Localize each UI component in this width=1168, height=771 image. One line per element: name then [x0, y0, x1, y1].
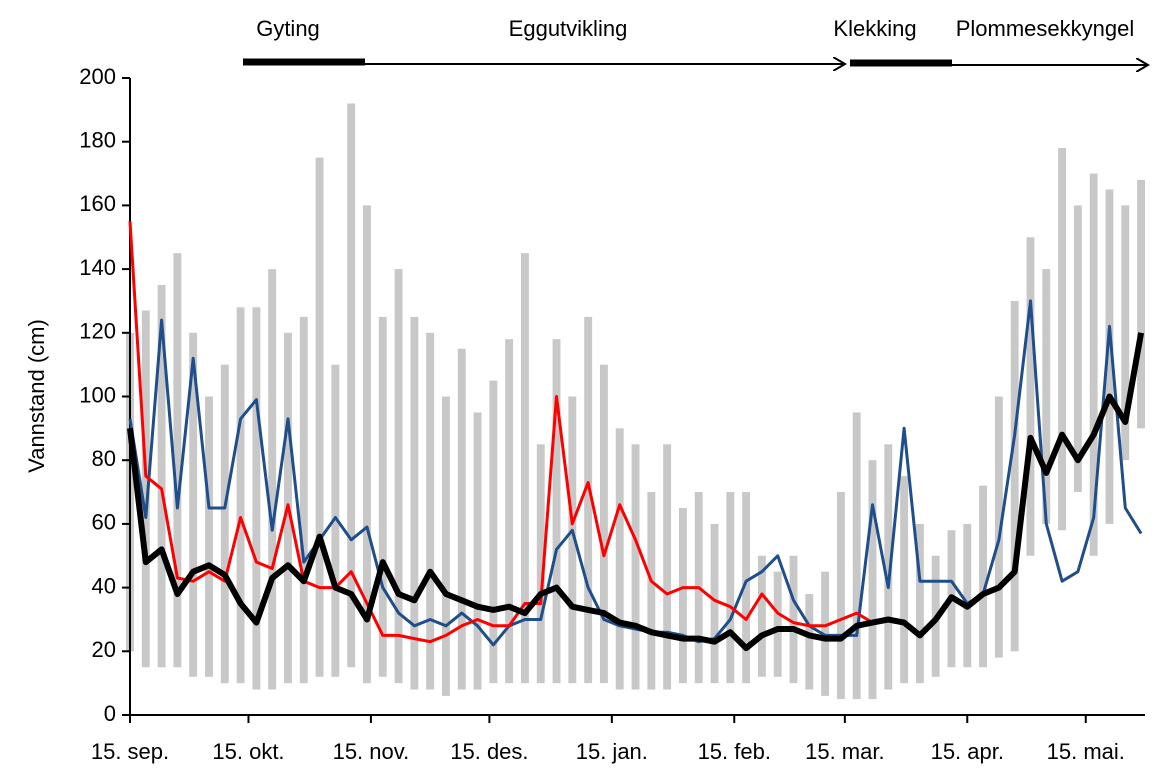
range-bar	[836, 492, 845, 700]
x-tick-label: 15. mar.	[805, 739, 884, 764]
range-bar	[520, 253, 529, 684]
range-bar	[868, 460, 877, 700]
range-bar	[505, 339, 514, 684]
range-bar	[1089, 173, 1098, 556]
y-tick-label: 20	[92, 637, 116, 662]
range-bar	[315, 157, 324, 677]
x-tick-label: 15. jan.	[576, 739, 648, 764]
y-tick-label: 140	[79, 255, 116, 280]
range-bar	[1042, 269, 1051, 524]
y-tick-label: 0	[104, 701, 116, 726]
range-bar	[394, 269, 403, 684]
x-tick-label: 15. mai.	[1047, 739, 1125, 764]
x-tick-label: 15. des.	[450, 739, 528, 764]
range-bar	[757, 555, 766, 677]
range-bar	[331, 364, 340, 677]
phase-label: Plommesekkyngel	[956, 16, 1135, 41]
range-bar	[489, 380, 498, 684]
range-bar	[678, 507, 687, 684]
range-bar	[568, 396, 577, 684]
range-bar	[1073, 205, 1082, 493]
range-bar	[789, 555, 798, 684]
range-bar	[647, 492, 656, 690]
range-bar	[884, 444, 893, 690]
range-bar	[410, 316, 419, 690]
range-bar	[852, 412, 861, 700]
y-tick-label: 180	[79, 128, 116, 153]
y-axis-label: Vannstand (cm)	[24, 319, 49, 473]
range-bar	[141, 310, 150, 668]
range-bar	[1121, 205, 1130, 461]
range-bar	[742, 492, 751, 684]
range-bar	[915, 523, 924, 684]
range-bar	[963, 523, 972, 668]
range-bar	[631, 444, 640, 690]
range-bar	[299, 316, 308, 684]
y-tick-label: 120	[79, 319, 116, 344]
range-bar	[710, 523, 719, 684]
range-bar	[552, 339, 561, 684]
range-bar	[347, 103, 356, 668]
phase-label: Klekking	[833, 16, 916, 41]
range-bar	[173, 253, 182, 668]
line-series	[128, 221, 874, 644]
range-bar	[726, 492, 735, 684]
range-bar	[236, 307, 245, 684]
range-bar	[536, 444, 545, 684]
range-bar	[205, 396, 213, 677]
range-bar	[252, 307, 261, 690]
y-tick-label: 100	[79, 382, 116, 407]
range-bar	[663, 444, 672, 690]
x-tick-label: 15. sep.	[91, 739, 169, 764]
y-tick-label: 60	[92, 510, 116, 535]
x-tick-label: 15. feb.	[698, 739, 771, 764]
range-bar	[378, 316, 387, 677]
range-bar	[473, 412, 482, 690]
phase-label: Eggutvikling	[509, 16, 628, 41]
line-series	[127, 332, 1145, 652]
x-tick-label: 15. apr.	[931, 739, 1004, 764]
range-bar	[189, 332, 198, 677]
range-bar	[1137, 179, 1145, 429]
y-tick-label: 40	[92, 573, 116, 598]
range-bar	[773, 571, 782, 677]
range-bar	[900, 476, 909, 684]
range-bar	[426, 332, 435, 690]
range-bar	[268, 269, 277, 690]
y-tick-label: 160	[79, 191, 116, 216]
range-bar	[1026, 237, 1035, 556]
range-bar	[805, 593, 814, 690]
x-tick-label: 15. nov.	[333, 739, 410, 764]
range-bar	[1058, 148, 1067, 531]
range-bar	[363, 205, 371, 684]
range-bar	[220, 364, 229, 684]
range-bar	[584, 316, 593, 684]
y-tick-label: 200	[79, 64, 116, 89]
range-bar	[457, 348, 466, 690]
y-tick-label: 80	[92, 446, 116, 471]
range-bar	[1010, 300, 1019, 652]
range-bar	[442, 396, 450, 696]
range-bar	[994, 396, 1003, 658]
x-tick-label: 15. okt.	[212, 739, 284, 764]
range-bar	[599, 364, 608, 684]
range-bar	[157, 285, 166, 668]
phase-label: Gyting	[256, 16, 320, 41]
range-bar	[615, 428, 624, 690]
range-bar	[979, 485, 988, 668]
range-bar	[1105, 189, 1114, 524]
